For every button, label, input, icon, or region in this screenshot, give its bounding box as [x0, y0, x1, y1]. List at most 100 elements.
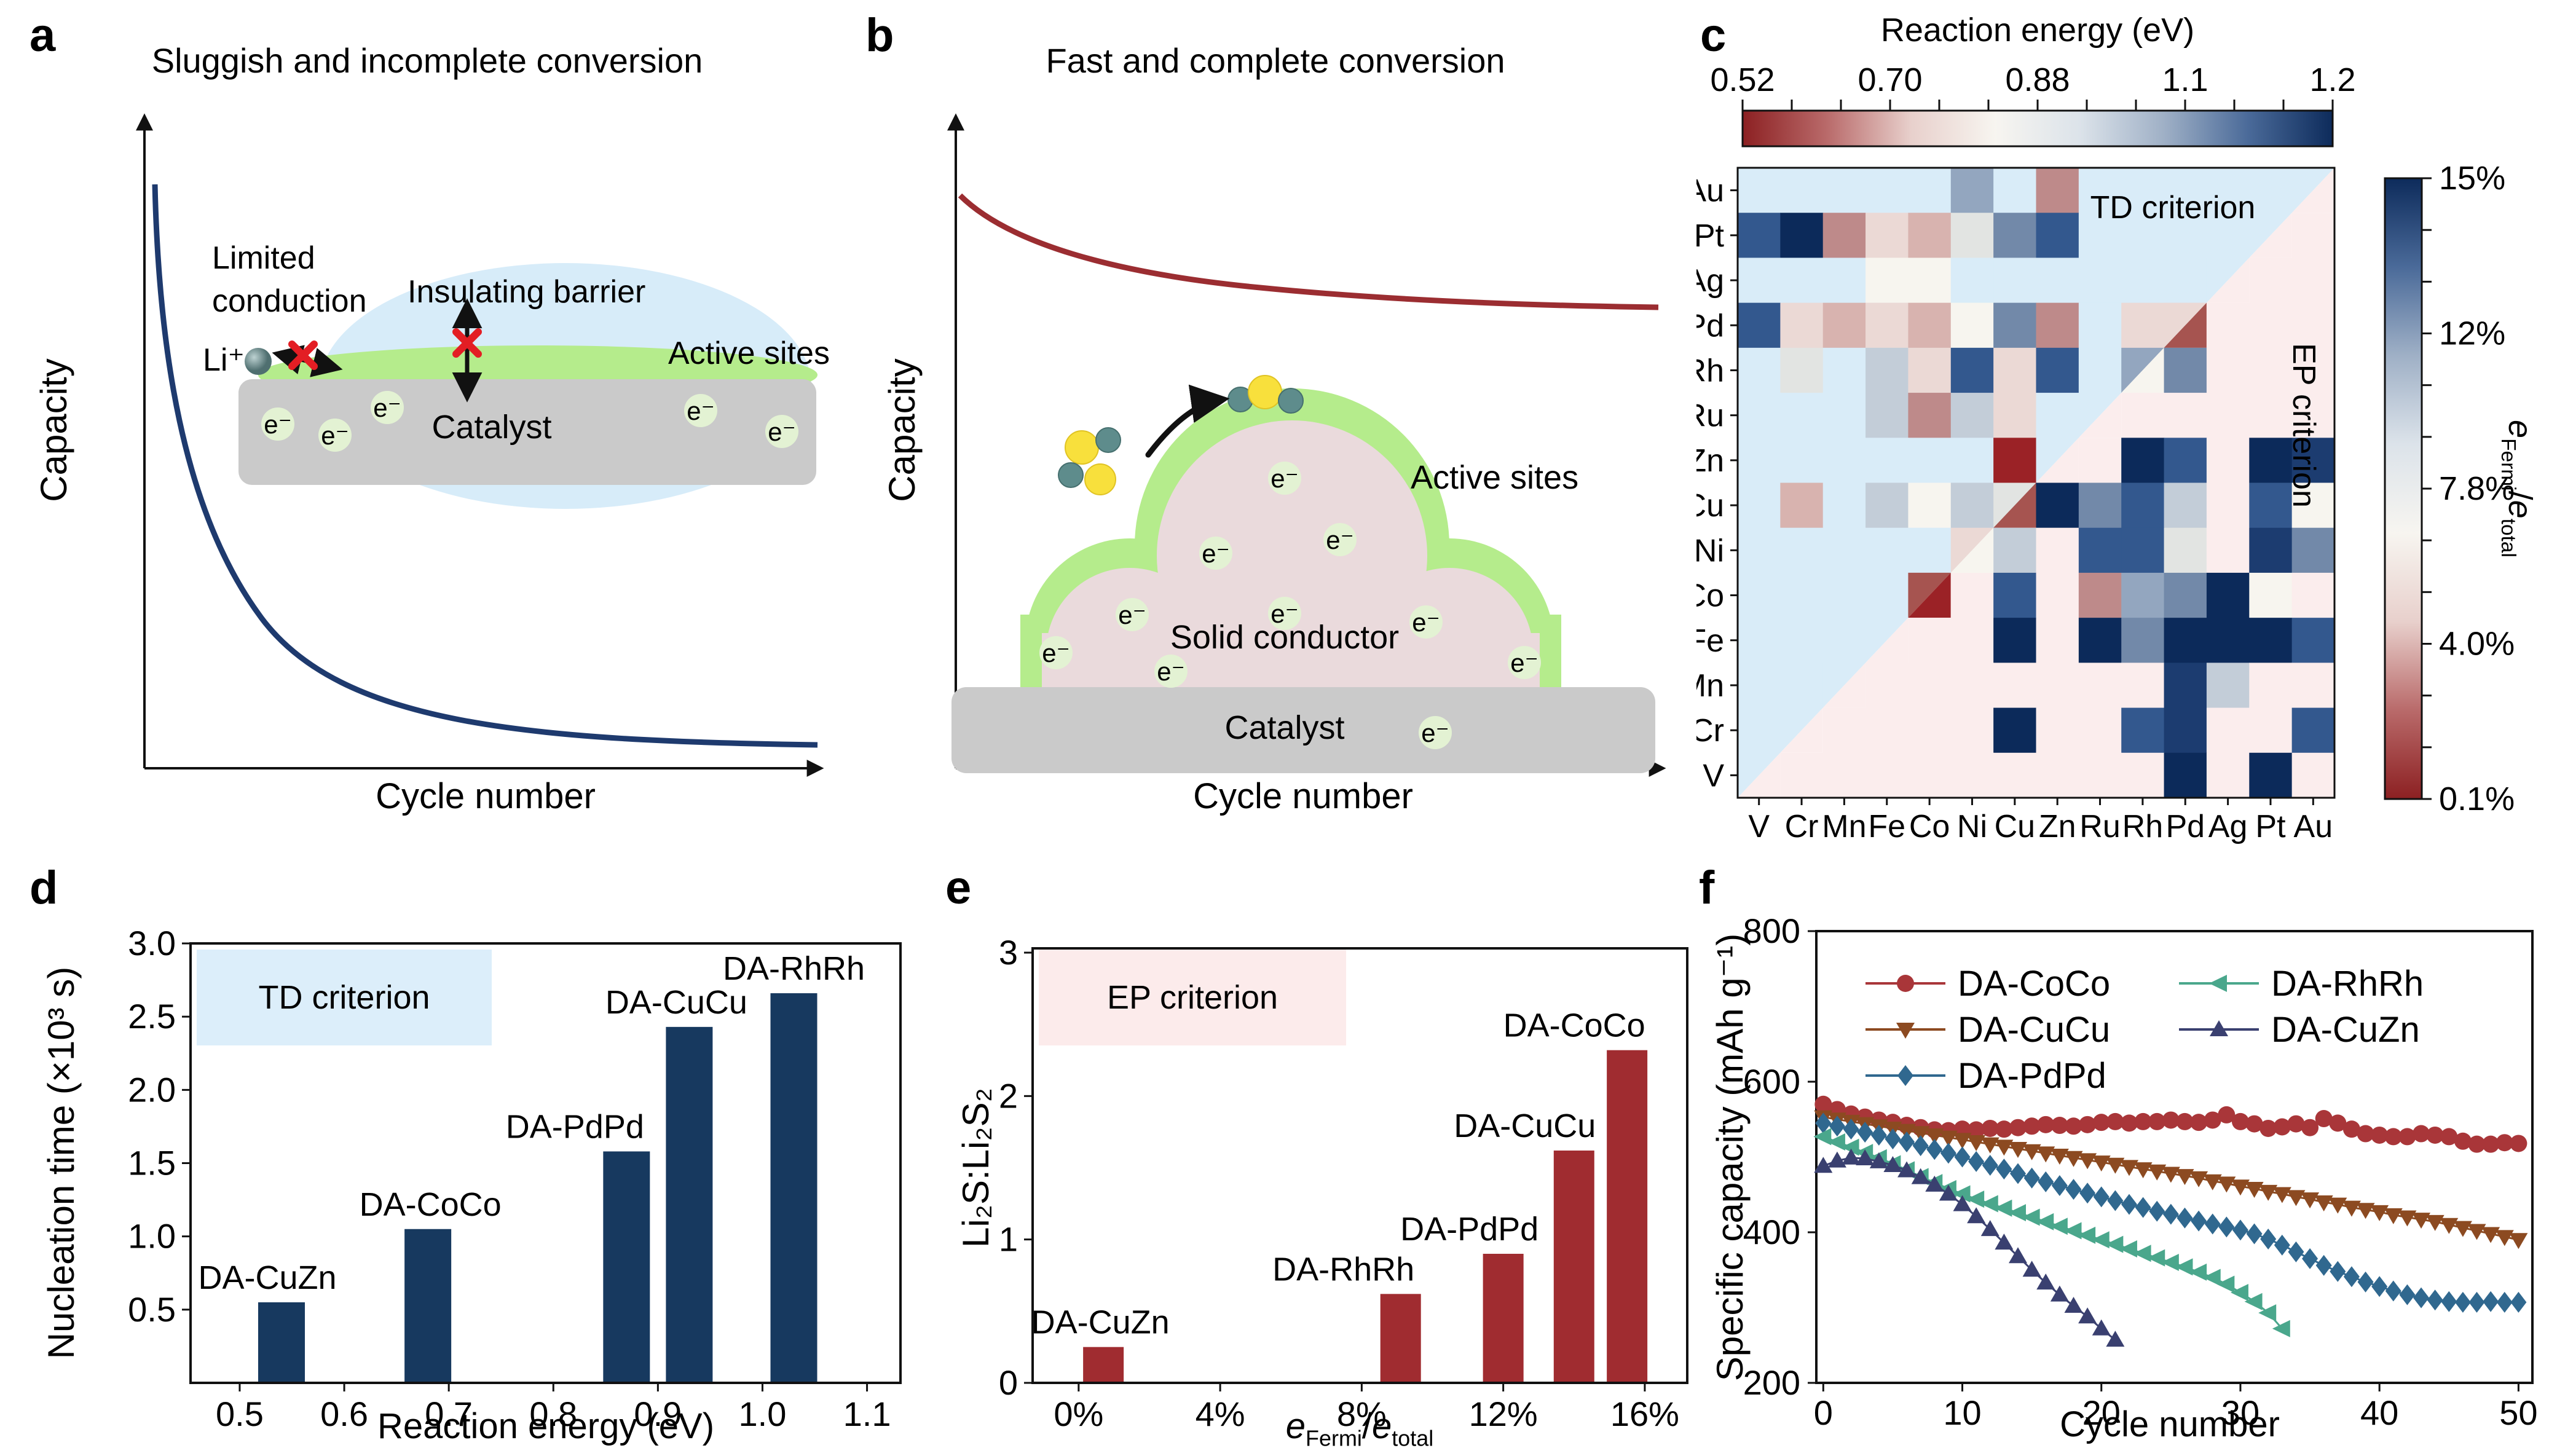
panel-f-xlabel: Cycle number: [2060, 1404, 2280, 1444]
colorbar-tick: 12%: [2439, 315, 2505, 352]
electron-icon: e⁻: [1271, 464, 1299, 493]
td-criterion-badge: TD criterion: [197, 950, 492, 1045]
colorbar-tick: 0.52: [1710, 61, 1775, 98]
panel-a-inset: e⁻ e⁻ e⁻ e⁻ e⁻ Catalyst Limited conduction Insul…: [203, 240, 830, 509]
y-tick: 3: [999, 933, 1018, 972]
lithium-atom-icon: [1095, 427, 1121, 453]
y-tick: 2.0: [128, 1070, 176, 1109]
electron-icon: e⁻: [264, 410, 292, 439]
colorbar-tick: 0.88: [2005, 61, 2070, 98]
heatmap-col-label: Zn: [2039, 809, 2076, 844]
sulfur-atom-icon: [1065, 430, 1099, 465]
x-tick: 50: [2499, 1393, 2537, 1432]
bar-DA-CuCu: [666, 1026, 713, 1383]
colorbar-tick: 0.70: [1858, 61, 1922, 98]
panel-b-inset: Catalyst e⁻e⁻e⁻ e⁻e⁻ e⁻ e⁻e⁻e⁻ e⁻Solid conduc…: [951, 375, 1655, 773]
panel-c-letter: c: [1700, 9, 1727, 61]
x-tick: 0.8: [529, 1395, 577, 1433]
heatmap-col-label: Pt: [2255, 809, 2286, 844]
bar-label: DA-PdPd: [1400, 1211, 1538, 1248]
panel-e-xlabel: eFermi/etotal: [1285, 1406, 1434, 1451]
heatmap-row-label: Co: [1696, 578, 1724, 614]
electron-icon: e⁻: [1042, 639, 1070, 667]
panel-b-xlabel: Cycle number: [1193, 776, 1413, 816]
x-tick: 0.6: [320, 1395, 368, 1433]
heatmap-col-label: Au: [2294, 809, 2333, 844]
y-tick: 200: [1743, 1363, 1800, 1402]
panel-f-letter: f: [1699, 862, 1715, 914]
reaction-energy-colorbar-title: Reaction energy (eV): [1880, 12, 2195, 49]
bar-DA-RhRh: [1380, 1294, 1421, 1383]
sulfur-atom-icon: [1084, 463, 1116, 495]
heatmap-row-label: Rh: [1696, 353, 1724, 388]
panel-b: Catalyst e⁻ e⁻ e⁻ e⁻ e⁻ e⁻ e⁻ e⁻ e⁻ e⁻ Solid conduc…: [854, 0, 1696, 857]
x-tick: 0.5: [216, 1395, 264, 1433]
colorbar-tick: 7.8%: [2439, 470, 2515, 507]
y-tick: 3.0: [128, 924, 176, 962]
x-tick: 0.9: [634, 1395, 682, 1433]
bar-label: DA-CoCo: [360, 1186, 502, 1223]
x-tick: 30: [2221, 1393, 2259, 1432]
x-tick: 16%: [1610, 1395, 1679, 1433]
catalyst-label: Catalyst: [1224, 709, 1344, 746]
heatmap-row-label: Pt: [1696, 218, 1725, 254]
x-tick: 0: [1814, 1393, 1833, 1432]
legend-entry-DA-PdPd: DA-PdPd: [1958, 1056, 2106, 1096]
efermi-etotal-colorbar-label: eFermi/etotal: [2497, 420, 2539, 557]
electron-icon: e⁻: [321, 421, 349, 450]
bar-label: DA-CuZn: [198, 1259, 336, 1296]
insulating-barrier-label: Insulating barrier: [408, 274, 645, 310]
electron-icon: e⁻: [1118, 600, 1146, 629]
x-tick: 1.1: [843, 1395, 891, 1433]
x-tick: 0%: [1054, 1395, 1103, 1433]
heatmap-row-label: Ag: [1696, 263, 1724, 299]
panel-f: 0 10 20 30 40 50 200 400 600 800 DA-CoCo DA-RhRh DA-…: [1696, 857, 2549, 1444]
heatmap-row-label: Ni: [1696, 533, 1724, 569]
efermi-etotal-colorbar: 15% 12% 7.8% 4.0% 0.1%: [2384, 160, 2515, 817]
bar-DA-RhRh: [770, 993, 817, 1383]
heatmap-col-label: Ni: [1957, 809, 1987, 844]
bar-DA-CuZn: [1083, 1347, 1124, 1383]
y-tick: 1.0: [128, 1217, 176, 1256]
x-tick: 4%: [1196, 1395, 1245, 1433]
electron-icon: e⁻: [1271, 599, 1299, 628]
panel-a-ylabel: Capacity: [33, 358, 74, 502]
y-tick: 600: [1743, 1062, 1800, 1101]
solid-conductor-label: Solid conductor: [1170, 619, 1399, 656]
legend-entry-DA-CuZn: DA-CuZn: [2271, 1010, 2420, 1050]
heatmap-row-label: Pd: [1696, 308, 1724, 344]
active-sites-label: Active sites: [668, 336, 830, 371]
electron-icon: e⁻: [768, 417, 796, 446]
td-criterion-label: TD criterion: [2090, 190, 2256, 226]
y-tick: 400: [1743, 1213, 1800, 1251]
y-tick: 0: [999, 1363, 1018, 1402]
li-ion-icon: [245, 348, 272, 375]
electron-icon: e⁻: [687, 396, 715, 425]
colorbar-tick: 0.1%: [2439, 781, 2515, 817]
panel-d-letter: d: [30, 862, 58, 914]
legend-entry-DA-RhRh: DA-RhRh: [2271, 964, 2424, 1004]
heatmap-row-label: Mn: [1696, 668, 1724, 704]
heatmap-col-label: Mn: [1822, 809, 1866, 844]
heatmap-row-label: Cr: [1696, 713, 1724, 749]
electron-icon: e⁻: [1326, 525, 1354, 554]
heatmap-col-label: Ag: [2208, 809, 2248, 844]
y-tick: 800: [1743, 911, 1800, 950]
bar-label: DA-CuZn: [1031, 1304, 1170, 1341]
panel-d: DA-CuZn DA-CoCo DA-PdPd DA-CuCu DA-RhRh 0.5 0.…: [0, 857, 940, 1444]
heatmap-row-label: Fe: [1696, 623, 1724, 659]
heatmap-grid: AuPtAgPdRhRuZnCuNiCoFeMnCrVVCrMnFeCoNiCu…: [1696, 167, 2336, 844]
y-tick: 1.5: [128, 1144, 176, 1183]
lithium-atom-icon: [1278, 388, 1304, 414]
panel-c-canvas: 0.520.700.881.11.2AuPtAgPdRhRuZnCuNiCoFe…: [1696, 61, 2515, 844]
catalyst-label: Catalyst: [431, 409, 551, 446]
bar-label: DA-CuCu: [605, 984, 747, 1021]
electron-icon: e⁻: [1157, 657, 1185, 686]
blocked-x-icon: [288, 340, 318, 370]
bar-DA-PdPd: [1483, 1254, 1524, 1383]
